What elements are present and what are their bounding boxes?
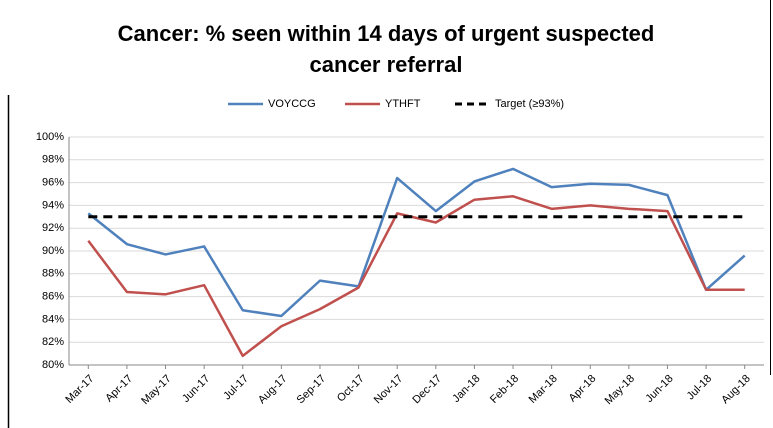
series-line — [87, 195, 745, 358]
x-tick-label: Feb-18 — [488, 373, 521, 406]
x-tick-label: May-17 — [139, 373, 173, 407]
x-tick-label: Sep-17 — [295, 373, 329, 407]
y-tick-label: 82% — [42, 336, 64, 348]
chart-title: Cancer: % seen within 14 days of urgent … — [117, 21, 655, 77]
x-tick-label: Jul-18 — [685, 373, 715, 403]
x-tick-label: Apr-17 — [103, 373, 135, 405]
y-tick-label: 100% — [36, 131, 64, 143]
x-tick-label: May-18 — [603, 373, 637, 407]
x-tick-label: Nov-17 — [372, 373, 406, 407]
legend-label: YTHFT — [385, 98, 421, 110]
x-tick-label: Aug-17 — [256, 373, 290, 407]
x-tick-label: Apr-18 — [567, 373, 599, 405]
y-tick-label: 96% — [42, 177, 64, 189]
y-tick-label: 84% — [42, 313, 64, 325]
y-tick-label: 80% — [42, 359, 64, 371]
x-tick-label: Jan-18 — [450, 373, 482, 405]
y-tick-label: 92% — [42, 222, 64, 234]
series-line — [87, 167, 746, 318]
x-tick-label: Aug-18 — [719, 373, 753, 407]
y-tick-label: 90% — [42, 245, 64, 257]
x-tick-label: Mar-17 — [63, 373, 96, 406]
legend-label: Target (≥93%) — [495, 98, 564, 110]
y-tick-label: 98% — [42, 154, 64, 166]
x-tick-label: Jun-18 — [643, 373, 675, 405]
y-tick-label: 88% — [42, 268, 64, 280]
x-tick-label: Oct-17 — [335, 373, 367, 405]
x-tick-label: Dec-17 — [410, 373, 444, 407]
y-tick-label: 94% — [42, 199, 64, 211]
y-tick-label: 86% — [42, 291, 64, 303]
x-tick-label: Mar-18 — [527, 373, 560, 406]
x-tick-label: Jun-17 — [180, 373, 212, 405]
legend-label: VOYCCG — [268, 98, 316, 110]
x-tick-label: Jul-17 — [221, 373, 251, 403]
